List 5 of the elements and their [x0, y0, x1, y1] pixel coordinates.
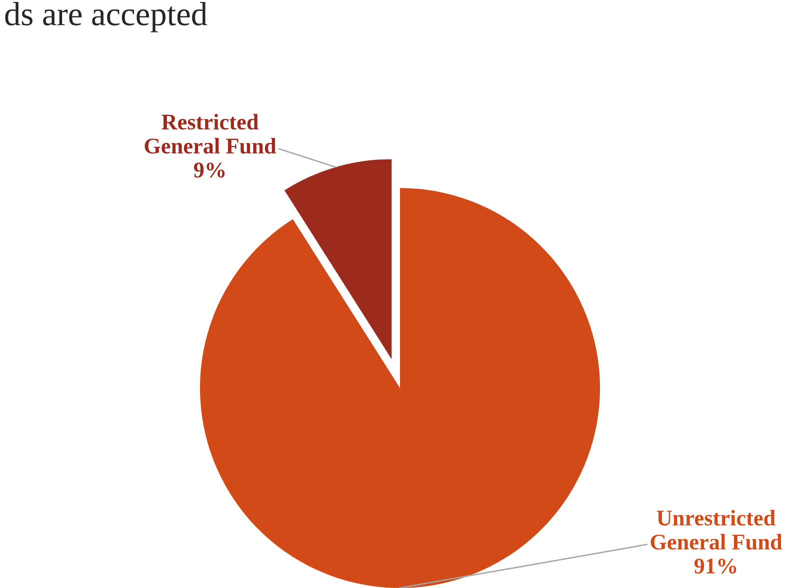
slice-label: Restricted General Fund	[144, 114, 276, 154]
slice-label: Unrestricted General Fund	[650, 510, 782, 550]
data-label: 91%	[694, 558, 736, 574]
data-label: 9%	[194, 162, 225, 178]
chart-title: ds are accepted	[5, 2, 208, 32]
